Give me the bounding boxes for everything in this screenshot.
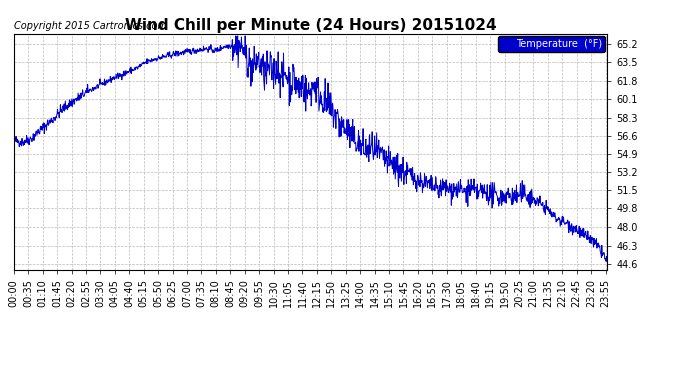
Legend: Temperature  (°F): Temperature (°F) xyxy=(497,36,605,51)
Title: Wind Chill per Minute (24 Hours) 20151024: Wind Chill per Minute (24 Hours) 2015102… xyxy=(125,18,496,33)
Text: Copyright 2015 Cartronics.com: Copyright 2015 Cartronics.com xyxy=(14,21,168,32)
